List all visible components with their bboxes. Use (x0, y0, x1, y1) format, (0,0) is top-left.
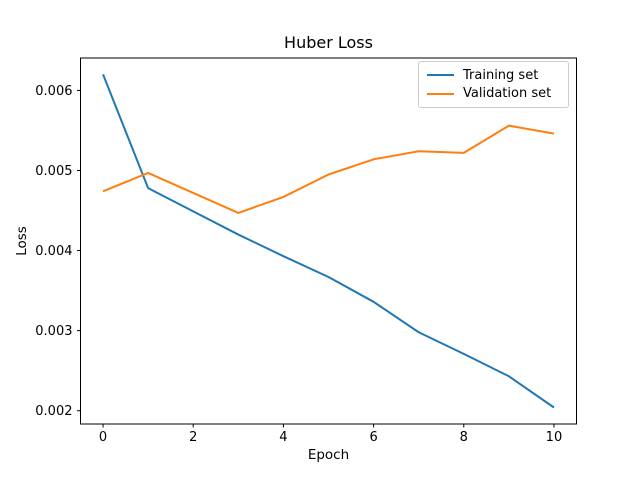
axes-spines (80, 57, 577, 425)
validation-loss-line (102, 124, 555, 214)
legend: Training set Validation set (418, 61, 569, 108)
y-tick-label: 0.003 (35, 324, 72, 339)
x-tick-label: 2 (189, 430, 197, 445)
validation-line-swatch (427, 92, 454, 95)
legend-item-validation: Validation set (427, 85, 560, 104)
x-tick-label: 0 (99, 430, 107, 445)
training-loss-line (102, 74, 555, 409)
y-tick-label: 0.006 (35, 84, 72, 99)
legend-label-training: Training set (463, 67, 539, 83)
training-line-swatch (427, 74, 454, 77)
y-tick-label: 0.005 (35, 164, 72, 179)
x-tick-label: 4 (279, 430, 287, 445)
y-tick-label: 0.004 (35, 244, 72, 259)
x-tick-label: 8 (460, 430, 468, 445)
legend-label-validation: Validation set (463, 86, 552, 102)
legend-item-training: Training set (427, 66, 560, 85)
chart-title: Huber Loss (284, 33, 373, 52)
x-axis-label: Epoch (307, 447, 350, 463)
x-tick-label: 10 (546, 430, 563, 445)
x-tick-label: 6 (369, 430, 377, 445)
y-axis-label: Loss (14, 226, 30, 256)
y-tick-label: 0.002 (35, 404, 72, 419)
